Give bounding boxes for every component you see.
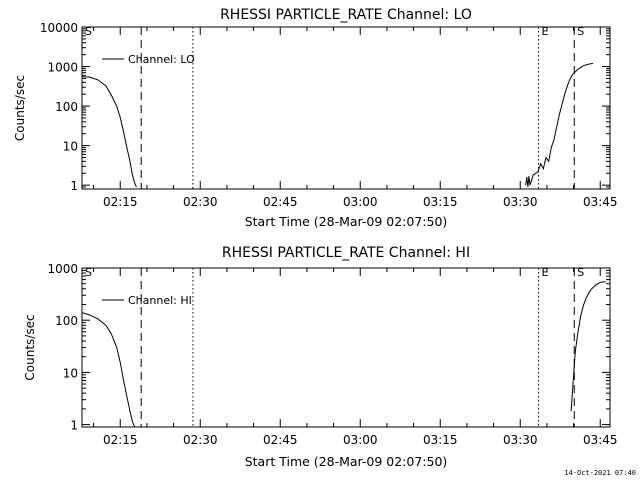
x-tick-label: 03:15 xyxy=(423,195,458,209)
x-tick-label: 03:00 xyxy=(343,433,378,447)
x-tick-label: 02:45 xyxy=(263,195,298,209)
y-tick-label: 1 xyxy=(70,179,78,193)
chart-title: RHESSI PARTICLE_RATE Channel: LO xyxy=(220,7,472,23)
event-marker-label: E xyxy=(542,25,549,38)
y-tick-label: 1000 xyxy=(47,61,78,75)
series-line-0 xyxy=(82,76,137,188)
x-axis-label: Start Time (28-Mar-09 02:07:50) xyxy=(245,214,448,229)
y-tick-label: 10 xyxy=(63,366,78,380)
timestamp: 14-Oct-2021 07:40 xyxy=(564,469,636,477)
x-tick-label: 03:45 xyxy=(583,433,618,447)
event-marker-label: S xyxy=(577,25,584,38)
y-tick-label: 1000 xyxy=(47,262,78,276)
x-tick-label: 02:30 xyxy=(183,195,218,209)
event-marker-label: S xyxy=(577,266,584,279)
y-tick-label: 100 xyxy=(55,100,78,114)
x-axis-label: Start Time (28-Mar-09 02:07:50) xyxy=(245,454,448,469)
series-line-0 xyxy=(82,312,136,427)
plot-panel-1 xyxy=(81,267,611,428)
y-tick-label: 100 xyxy=(55,314,78,328)
y-tick-label: 10 xyxy=(63,140,78,154)
legend-label: Channel: HI xyxy=(128,294,192,307)
x-tick-label: 02:15 xyxy=(103,433,138,447)
plot-frame xyxy=(81,267,611,428)
legend-label: Channel: LO xyxy=(128,53,195,66)
y-tick-label: 10000 xyxy=(40,21,78,35)
y-axis-label: Counts/sec xyxy=(23,314,37,380)
event-marker-label: S xyxy=(85,266,92,279)
plot-frame xyxy=(81,26,611,190)
event-marker-label: E xyxy=(542,266,549,279)
x-tick-label: 02:15 xyxy=(103,195,138,209)
y-axis-label: Counts/sec xyxy=(13,75,27,141)
x-tick-label: 02:45 xyxy=(263,433,298,447)
x-tick-label: 03:00 xyxy=(343,195,378,209)
x-tick-label: 03:30 xyxy=(503,195,538,209)
x-tick-label: 03:15 xyxy=(423,433,458,447)
x-tick-label: 03:30 xyxy=(503,433,538,447)
x-tick-label: 02:30 xyxy=(183,433,218,447)
chart-title: RHESSI PARTICLE_RATE Channel: HI xyxy=(222,245,470,261)
series-group xyxy=(82,281,606,427)
series-group xyxy=(82,62,593,188)
event-marker-label: S xyxy=(85,25,92,38)
series-line-1 xyxy=(525,62,593,188)
x-tick-label: 03:45 xyxy=(583,195,618,209)
y-tick-label: 1 xyxy=(70,419,78,433)
series-line-1 xyxy=(570,281,606,412)
plot-panel-0 xyxy=(81,26,611,190)
